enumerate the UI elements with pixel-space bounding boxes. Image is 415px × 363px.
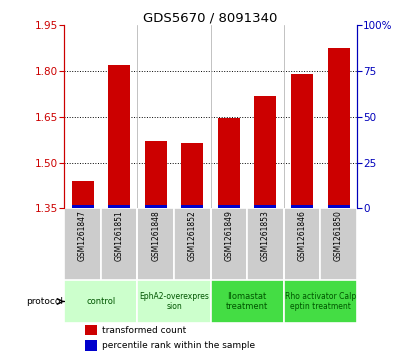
Text: GSM1261846: GSM1261846 xyxy=(298,211,307,261)
Bar xyxy=(108,205,130,208)
Bar xyxy=(137,208,174,280)
Bar xyxy=(64,280,137,323)
Text: Ilomastat
treatment: Ilomastat treatment xyxy=(226,292,269,311)
Bar xyxy=(108,65,130,208)
Bar xyxy=(284,208,320,280)
Bar xyxy=(85,340,97,351)
Bar xyxy=(254,205,276,208)
Text: Rho activator Calp
eptin treatment: Rho activator Calp eptin treatment xyxy=(285,292,356,311)
Bar xyxy=(320,208,357,280)
Text: GSM1261851: GSM1261851 xyxy=(115,211,124,261)
Bar xyxy=(254,95,276,208)
Bar xyxy=(218,118,240,208)
Text: percentile rank within the sample: percentile rank within the sample xyxy=(103,341,256,350)
Bar xyxy=(181,205,203,208)
Bar xyxy=(291,205,313,208)
Text: GSM1261852: GSM1261852 xyxy=(188,211,197,261)
Bar xyxy=(85,325,97,335)
Bar xyxy=(72,181,94,208)
Bar xyxy=(218,205,240,208)
Text: GSM1261848: GSM1261848 xyxy=(151,211,160,261)
Bar xyxy=(145,205,167,208)
Bar xyxy=(211,280,284,323)
Bar xyxy=(145,141,167,208)
Bar xyxy=(64,208,101,280)
Text: GSM1261849: GSM1261849 xyxy=(225,211,233,261)
Bar xyxy=(284,280,357,323)
Bar xyxy=(328,205,349,208)
Text: protocol: protocol xyxy=(27,297,63,306)
Bar xyxy=(247,208,284,280)
Text: control: control xyxy=(86,297,115,306)
Bar xyxy=(174,208,211,280)
Bar xyxy=(211,208,247,280)
Bar xyxy=(328,48,349,208)
Bar xyxy=(101,208,137,280)
Bar xyxy=(291,74,313,208)
Title: GDS5670 / 8091340: GDS5670 / 8091340 xyxy=(144,11,278,24)
Bar xyxy=(181,143,203,208)
Text: GSM1261850: GSM1261850 xyxy=(334,211,343,261)
Text: EphA2-overexpres
sion: EphA2-overexpres sion xyxy=(139,292,209,311)
Text: transformed count: transformed count xyxy=(103,326,187,335)
Text: GSM1261853: GSM1261853 xyxy=(261,211,270,261)
Text: GSM1261847: GSM1261847 xyxy=(78,211,87,261)
Bar xyxy=(72,205,94,208)
Bar xyxy=(137,280,210,323)
